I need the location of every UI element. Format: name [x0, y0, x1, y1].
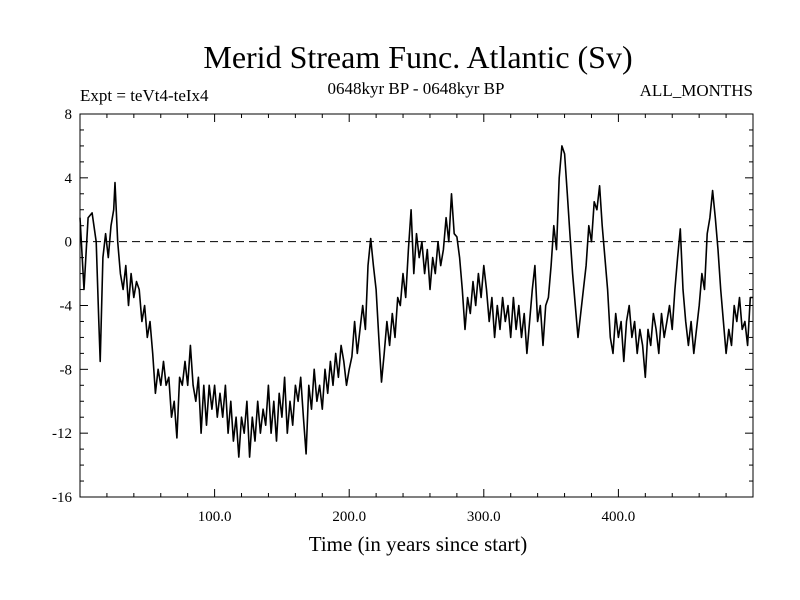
experiment-label: Expt = teVt4-teIx4: [80, 86, 209, 105]
plot-area: 100.0 200.0 300.0 400.0 8 4 0 -4 -8 -12 -16: [52, 107, 754, 525]
y-tick-label: -16: [52, 490, 72, 506]
x-tick-label: 400.0: [602, 509, 636, 525]
y-tick-label: -4: [60, 299, 73, 315]
x-axis-label: Time (in years since start): [309, 532, 528, 556]
x-tick-label: 200.0: [332, 509, 366, 525]
x-tick-label: 300.0: [467, 509, 501, 525]
chart-title: Merid Stream Func. Atlantic (Sv): [203, 39, 632, 75]
y-tick-label: 8: [65, 107, 73, 123]
y-tick-label: -12: [52, 426, 72, 442]
series-line: [79, 145, 753, 458]
y-tick-label: 0: [65, 235, 73, 251]
months-label: ALL_MONTHS: [640, 81, 753, 100]
y-tick-label: -8: [60, 362, 73, 378]
x-tick-label: 100.0: [198, 509, 232, 525]
y-tick-label: 4: [65, 171, 73, 187]
plot-frame: [79, 113, 754, 498]
period-label: 0648kyr BP - 0648kyr BP: [328, 79, 505, 98]
